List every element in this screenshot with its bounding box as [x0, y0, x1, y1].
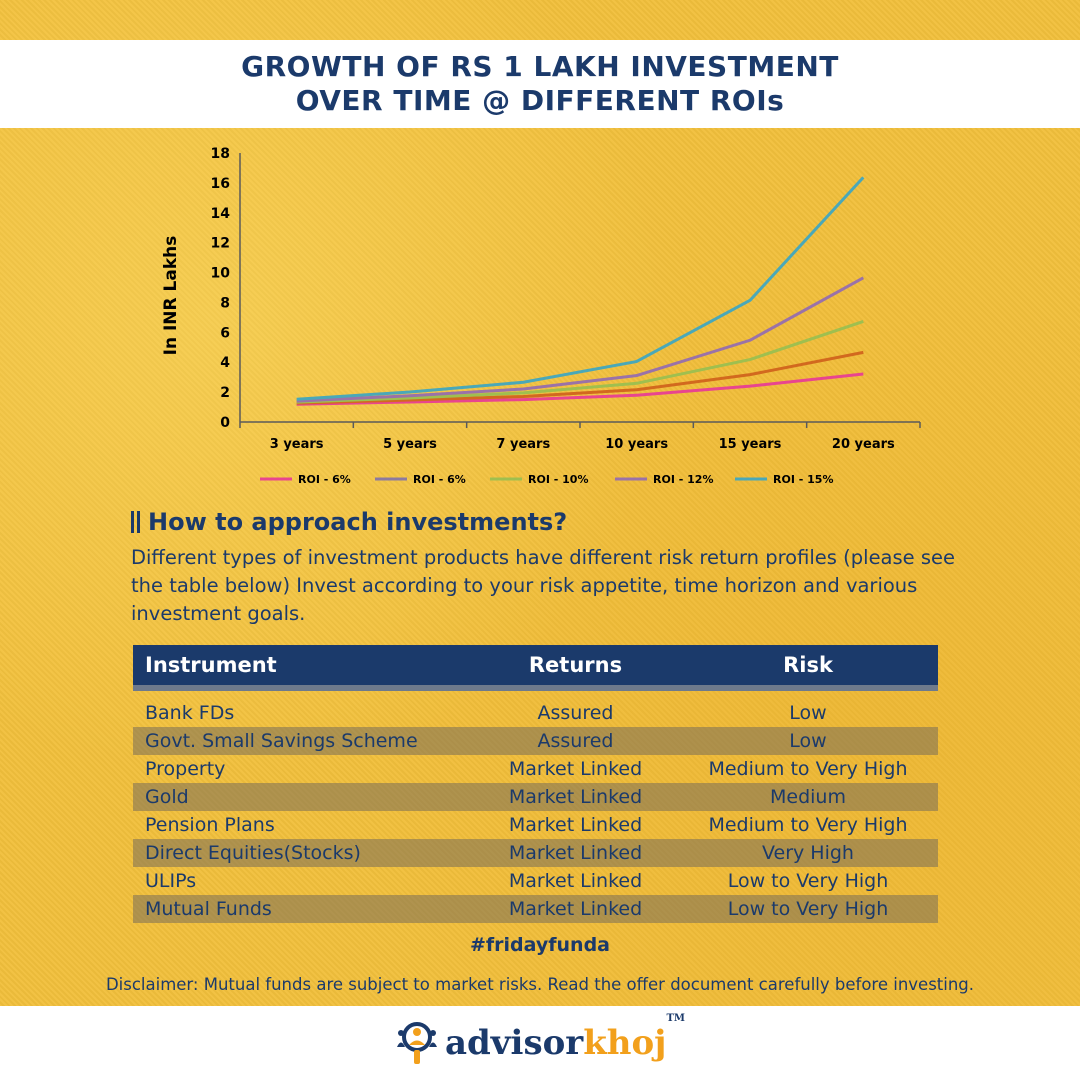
legend-label: ROI - 15%: [773, 473, 833, 486]
legend-label: ROI - 6%: [298, 473, 351, 486]
brand-part-khoj: khoj: [583, 1023, 667, 1063]
series-line-3: [296, 276, 865, 403]
instrument-table: Instrument Returns Risk Bank FDs Assured…: [133, 645, 938, 923]
header-risk: Risk: [678, 645, 938, 691]
y-tick-label: 2: [220, 385, 230, 401]
cell-returns: Market Linked: [508, 758, 643, 780]
title-line-2: OVER TIME @ DIFFERENT ROIs: [295, 84, 785, 117]
legend-label: ROI - 12%: [653, 473, 713, 486]
x-tick-label: 7 years: [496, 437, 550, 452]
legend-label: ROI - 6%: [413, 473, 466, 486]
advisor-magnifier-logo-icon: [397, 1022, 437, 1064]
cell-risk: Low to Very High: [727, 870, 889, 892]
cell-returns: Market Linked: [473, 839, 678, 867]
cell-instrument: Bank FDs: [145, 702, 235, 724]
legend-label: ROI - 10%: [528, 473, 588, 486]
cell-returns: Assured: [537, 702, 614, 724]
growth-line-chart: 0 2 4 6 8 10 12 14 16 18 3 years 5 years 7 years 10 y…: [161, 146, 921, 486]
cell-instrument: Property: [145, 758, 226, 780]
y-tick-label: 16: [211, 176, 230, 192]
x-tick-label: 10 years: [605, 437, 668, 452]
cell-instrument: Gold: [133, 783, 473, 811]
series-line-1: [296, 350, 864, 405]
cell-returns: Market Linked: [508, 870, 643, 892]
cell-risk: Very High: [678, 839, 938, 867]
section-marker-icon: [131, 511, 140, 533]
y-tick-label: 12: [211, 236, 230, 252]
cell-risk: Low: [678, 727, 938, 755]
table-row: Gold Market Linked Medium: [133, 783, 938, 811]
x-tick-label: 3 years: [270, 437, 324, 452]
series-line-2: [296, 320, 864, 404]
table-row: Govt. Small Savings Scheme Assured Low: [133, 727, 938, 755]
intro-paragraph: Different types of investment products h…: [131, 546, 956, 625]
section-heading: How to approach investments?: [131, 508, 567, 536]
table-row: Direct Equities(Stocks) Market Linked Ve…: [133, 839, 938, 867]
cell-instrument: Govt. Small Savings Scheme: [133, 727, 473, 755]
table-row: ULIPs Market Linked Low to Very High: [133, 867, 938, 895]
y-axis-label: In INR Lakhs: [161, 236, 181, 356]
trademark-mark: TM: [666, 1013, 685, 1024]
cell-returns: Market Linked: [473, 783, 678, 811]
cell-returns: Market Linked: [473, 895, 678, 923]
title-line-1: GROWTH OF RS 1 LAKH INVESTMENT: [241, 50, 839, 83]
y-tick-label: 18: [211, 146, 230, 162]
cell-risk: Medium to Very High: [708, 814, 908, 836]
y-tick-label: 6: [220, 325, 230, 341]
title-banner: GROWTH OF RS 1 LAKH INVESTMENT OVER TIME…: [0, 40, 1080, 128]
series-line-4: [296, 176, 865, 401]
brand-wordmark: advisorkhojTM: [445, 1013, 685, 1063]
section-heading-text: How to approach investments?: [148, 508, 568, 536]
cell-returns: Market Linked: [508, 814, 643, 836]
table-row: Bank FDs Assured Low: [133, 699, 938, 727]
x-tick-label: 5 years: [383, 437, 437, 452]
cell-instrument: Pension Plans: [145, 814, 275, 836]
y-tick-label: 4: [220, 355, 230, 371]
y-tick-label: 8: [220, 295, 230, 311]
y-tick-label: 10: [211, 266, 231, 282]
cell-instrument: ULIPs: [145, 870, 197, 892]
table-row: Property Market Linked Medium to Very Hi…: [133, 755, 938, 783]
table-row: Mutual Funds Market Linked Low to Very H…: [133, 895, 938, 923]
cell-risk: Low: [789, 702, 827, 724]
y-tick-label: 14: [211, 206, 231, 222]
cell-risk: Medium to Very High: [708, 758, 908, 780]
table-header-row: Instrument Returns Risk: [133, 645, 938, 691]
cell-returns: Assured: [473, 727, 678, 755]
header-returns: Returns: [473, 645, 678, 691]
cell-instrument: Direct Equities(Stocks): [133, 839, 473, 867]
header-instrument: Instrument: [133, 645, 473, 691]
hashtag: #fridayfunda: [469, 934, 611, 956]
y-tick-label: 0: [220, 415, 230, 431]
cell-instrument: Mutual Funds: [133, 895, 473, 923]
table-row: Pension Plans Market Linked Medium to Ve…: [133, 811, 938, 839]
cell-risk: Medium: [678, 783, 938, 811]
footer-brand-bar: advisorkhojTM: [0, 1006, 1080, 1080]
cell-risk: Low to Very High: [678, 895, 938, 923]
x-tick-label: 20 years: [832, 437, 895, 452]
brand-part-advisor: advisor: [445, 1023, 584, 1063]
x-tick-label: 15 years: [719, 437, 782, 452]
disclaimer: Disclaimer: Mutual funds are subject to …: [105, 975, 975, 994]
series-line-0: [296, 372, 864, 406]
